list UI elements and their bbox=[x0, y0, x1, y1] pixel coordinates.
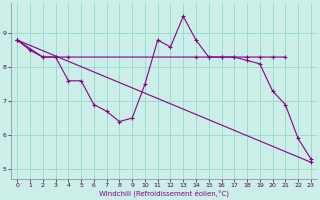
X-axis label: Windchill (Refroidissement éolien,°C): Windchill (Refroidissement éolien,°C) bbox=[99, 190, 229, 197]
